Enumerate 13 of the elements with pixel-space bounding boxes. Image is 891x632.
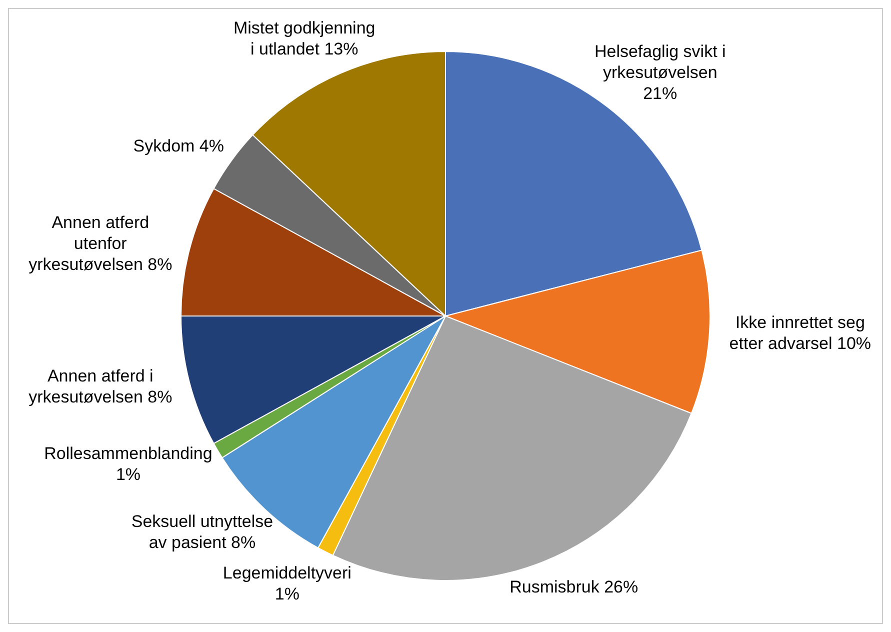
slice-label: Seksuell utnyttelse av pasient 8% xyxy=(131,512,274,552)
slice-label: Ikke innrettet seg etter advarsel 10% xyxy=(729,312,872,353)
slice-label: Helsefaglig svikt i yrkesutøvelsen xyxy=(594,42,726,82)
slice-label: Mistet godkjenning i utlandet 13% xyxy=(233,18,376,58)
data-label: 1% xyxy=(274,584,300,604)
slice-label: Rusmisbruk 26% xyxy=(510,577,638,596)
data-label: 1% xyxy=(116,464,141,484)
data-label: 21% xyxy=(643,84,678,104)
slice-label: Annen atferd utenfor yrkesutøvelsen 8% xyxy=(28,212,172,274)
slice-label: Legemiddeltyveri xyxy=(222,563,352,582)
slice-label: Rollesammenblanding xyxy=(44,444,212,463)
slice-label: Annen atferd i yrkesutøvelsen 8% xyxy=(28,366,172,406)
slice-label: Sykdom 4% xyxy=(133,136,224,156)
